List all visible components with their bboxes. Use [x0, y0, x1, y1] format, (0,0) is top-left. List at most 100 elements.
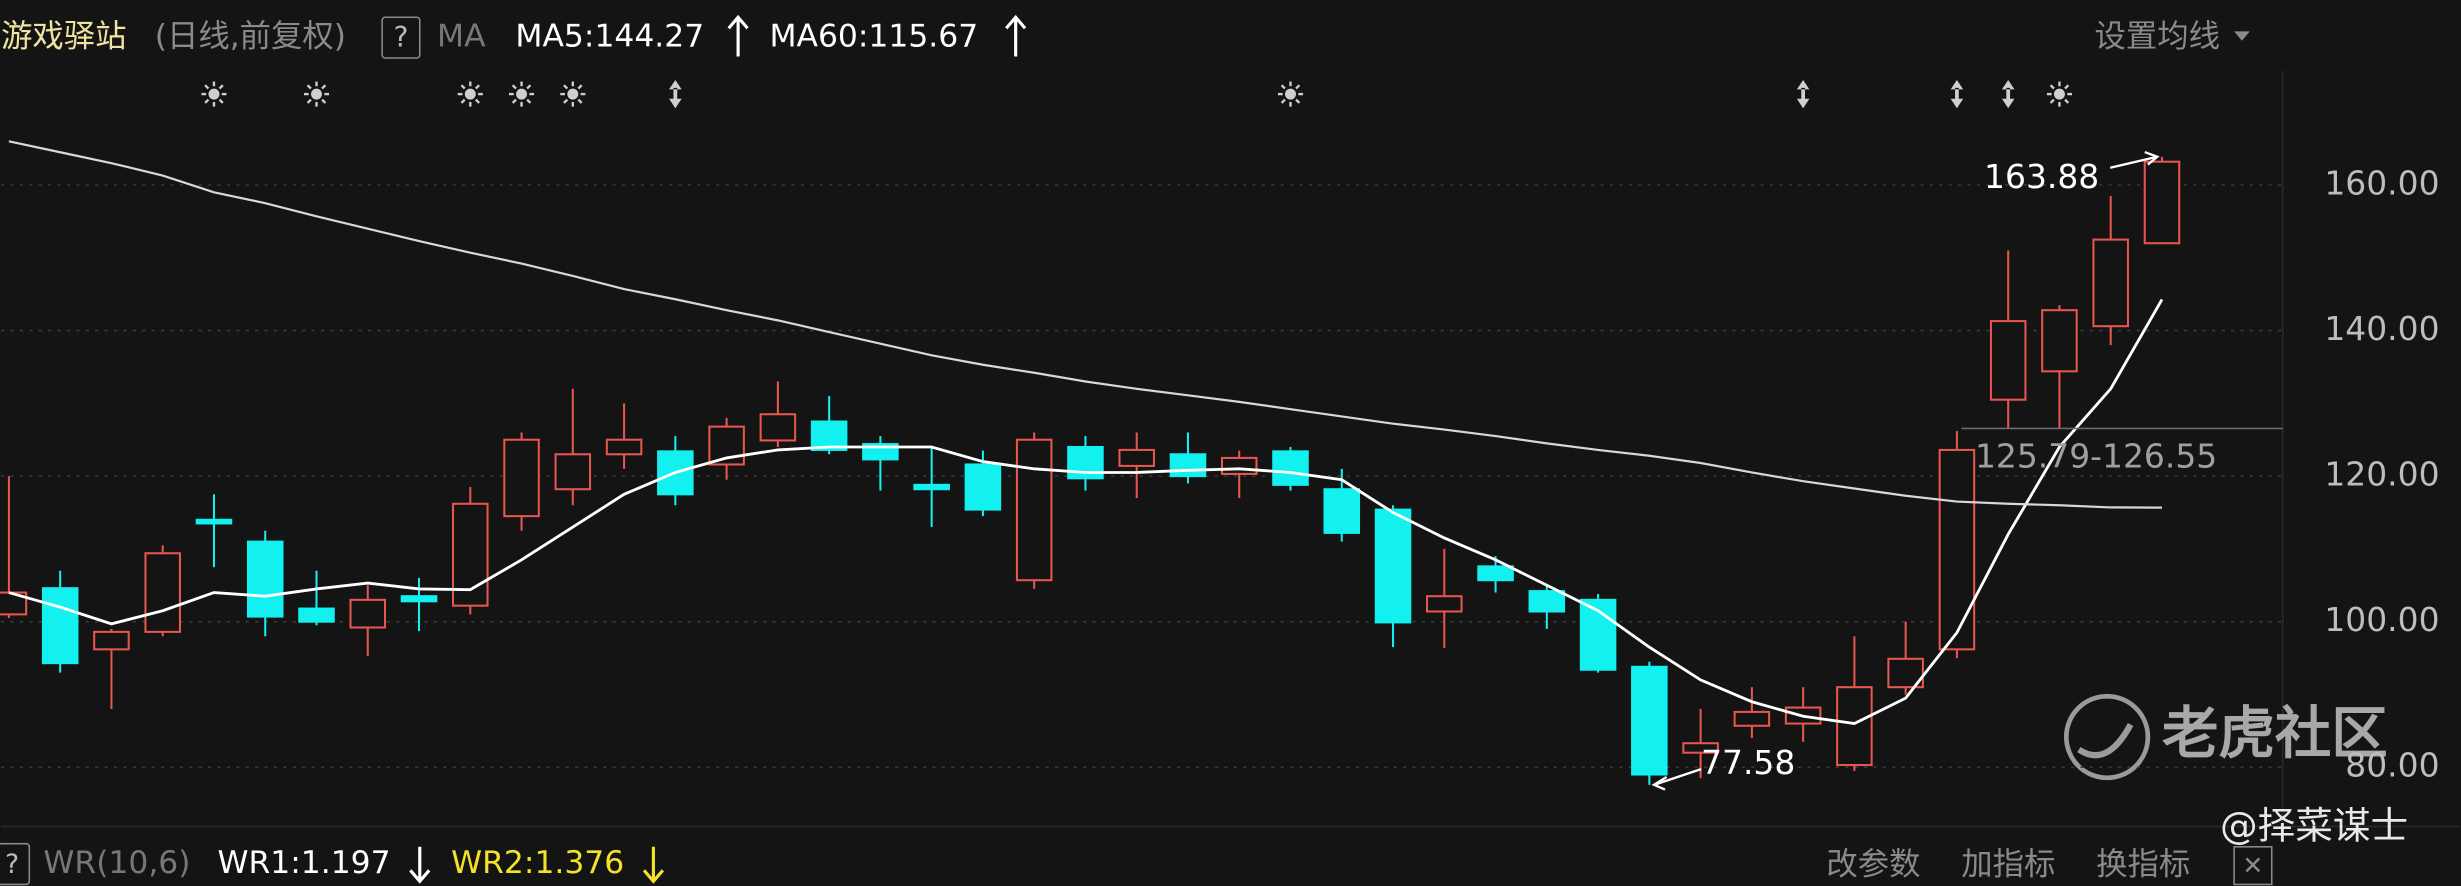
y-tick-label: 100.00: [2324, 600, 2439, 639]
wr2: WR2:1.376: [451, 845, 624, 881]
signal-sun-ray: [306, 98, 312, 104]
signal-sun-core: [464, 88, 476, 100]
help-icon[interactable]: ?: [5, 849, 19, 880]
signal-sun-ray: [218, 84, 224, 90]
settings-button[interactable]: 设置均线: [2095, 19, 2220, 55]
up-arrow-icon: [1005, 14, 1027, 57]
legend-ma5: MA5:144.27: [515, 19, 704, 55]
help-icon[interactable]: ?: [393, 21, 408, 54]
signal-sun-ray: [204, 98, 210, 104]
signal-sun-ray: [1280, 98, 1286, 104]
button[interactable]: 改参数: [1826, 847, 1920, 883]
signal-sun-ray: [218, 98, 224, 104]
y-tick-label: 120.00: [2324, 455, 2439, 494]
candle-body: [1682, 742, 1719, 754]
candle-body: [1015, 438, 1053, 582]
signal-sun-ray: [1295, 84, 1301, 90]
signal-sun-core: [311, 88, 322, 100]
candle-body: [2143, 160, 2181, 245]
signal-sun-ray: [460, 98, 466, 104]
candle-body: [349, 598, 387, 629]
candle-body: [298, 607, 335, 623]
signal-sun-ray: [460, 84, 466, 90]
signal-sun-ray: [474, 84, 480, 90]
signal-sun-icon: [560, 81, 586, 107]
candle-body: [1836, 686, 1873, 767]
indicator-name: MA: [437, 19, 486, 55]
candle-body: [1220, 456, 1258, 475]
candle-body: [1631, 665, 1668, 776]
y-tick-label: 160.00: [2324, 163, 2439, 202]
candle-body: [400, 595, 438, 603]
signal-sun-icon: [201, 81, 227, 107]
signal-sun-core: [567, 88, 579, 100]
candle-body: [913, 483, 950, 491]
candle-body: [2092, 238, 2129, 328]
signal-sun-ray: [526, 98, 532, 104]
signal-updown-icon: [1950, 79, 1964, 109]
signal-sun-core: [2053, 88, 2065, 100]
indicator-name: WR(10,6): [43, 845, 190, 881]
candle-body: [554, 453, 592, 491]
button[interactable]: 加指标: [1961, 847, 2055, 883]
signal-sun-ray: [511, 98, 517, 104]
close-button[interactable]: ✕: [2242, 851, 2263, 880]
signal-sun-ray: [563, 84, 569, 90]
signal-sun-ray: [511, 84, 517, 90]
candle-body: [1272, 450, 1309, 486]
signal-sun-ray: [306, 84, 312, 90]
annotation-label: 77.58: [1701, 743, 1795, 782]
signal-updown-icon: [1796, 79, 1810, 109]
signal-sun-icon: [509, 81, 535, 107]
down-arrow-icon: [642, 846, 665, 884]
candle-body: [1426, 595, 1463, 613]
candle-body: [1528, 590, 1566, 613]
annotation-arrow: [1651, 768, 1702, 791]
down-arrow-icon: [409, 846, 431, 884]
signal-sun-ray: [321, 84, 327, 90]
signal-sun-ray: [2064, 84, 2070, 90]
y-tick-label: 140.00: [2324, 309, 2439, 348]
help-box[interactable]: [0, 842, 31, 886]
candle-body: [1169, 453, 1207, 478]
watermark-author: @择菜谋士: [2220, 803, 2408, 847]
signal-sun-ray: [2064, 98, 2070, 104]
signal-sun-ray: [1280, 84, 1286, 90]
help-box[interactable]: [381, 16, 421, 59]
candle-body: [964, 463, 1002, 511]
candle-body: [810, 420, 848, 451]
annotation-label: 163.88: [1984, 157, 2099, 196]
signal-sun-ray: [474, 98, 480, 104]
signal-sun-icon: [1277, 81, 1304, 107]
signal-sun-core: [208, 88, 220, 100]
dropdown-icon[interactable]: [2234, 31, 2250, 41]
signal-sun-ray: [204, 84, 210, 90]
candle-body: [1477, 565, 1514, 582]
signal-sun-icon: [2046, 81, 2072, 107]
signal-updown-icon: [2001, 79, 2015, 109]
signal-sun-ray: [1295, 98, 1301, 104]
wr1: WR1:1.197: [217, 845, 390, 881]
signal-sun-core: [516, 88, 528, 100]
signal-sun-ray: [577, 84, 583, 90]
annotation-arrow: [2109, 150, 2160, 169]
close-box[interactable]: [2233, 846, 2273, 886]
candle-body: [2041, 309, 2078, 373]
candle-body: [1938, 448, 1976, 651]
y-tick-label: 80.00: [2345, 746, 2439, 785]
candle-body: [605, 438, 643, 456]
candle-body: [759, 413, 797, 442]
candle-body: [93, 630, 130, 651]
watermark-logo: [2063, 693, 2151, 781]
candle-body: [1118, 448, 1155, 467]
button[interactable]: 换指标: [2096, 847, 2190, 883]
ma-line: [8, 298, 2164, 726]
watermark-logo-stroke: [2077, 722, 2134, 759]
legend-ma60: MA60:115.67: [769, 19, 978, 55]
signal-sun-core: [1285, 88, 1296, 100]
candle-body: [503, 438, 540, 518]
candle-body: [1733, 710, 1771, 727]
